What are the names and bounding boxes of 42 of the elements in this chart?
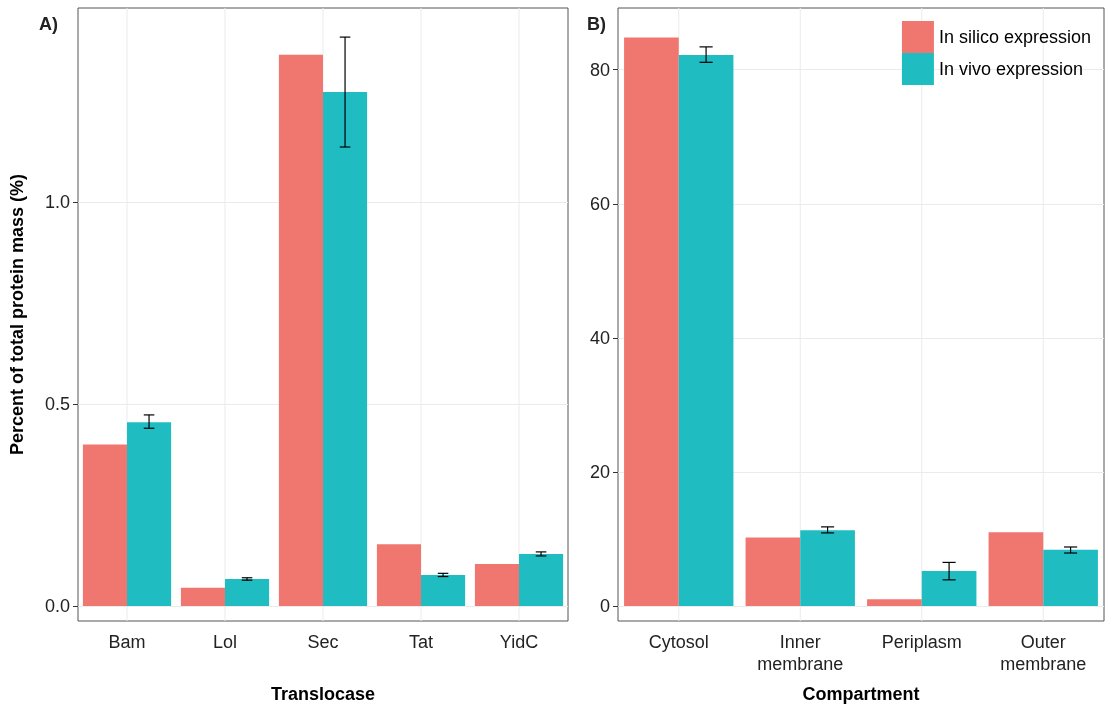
x-tick-label: Outer membrane — [1000, 632, 1087, 674]
y-tick-label: 20 — [589, 461, 610, 482]
bar — [800, 530, 855, 606]
y-tick-label: 60 — [589, 193, 610, 214]
y-tick-label: 80 — [589, 59, 610, 80]
bar — [867, 599, 922, 606]
y-tick-label: 1.0 — [44, 191, 70, 212]
bar — [988, 532, 1044, 606]
bar — [474, 564, 519, 607]
bar — [82, 444, 127, 607]
bar — [278, 54, 323, 607]
y-axis-title: Percent of total protein mass (%) — [7, 173, 27, 456]
bar — [921, 571, 977, 606]
legend-label: In vivo expression — [938, 59, 1084, 79]
x-axis-title: Compartment — [802, 684, 920, 704]
bar — [376, 544, 421, 607]
bar — [225, 578, 270, 607]
bar — [745, 537, 801, 606]
x-axis-title: Translocase — [270, 684, 376, 704]
x-tick-label: Periplasm — [881, 632, 962, 652]
bar — [180, 587, 225, 607]
bar — [519, 553, 564, 607]
bar — [421, 574, 466, 607]
y-tick-label: 0.0 — [44, 596, 70, 617]
x-tick-label: Bam — [108, 632, 146, 652]
y-tick-label: 0 — [599, 595, 610, 616]
chart-title: B) — [587, 14, 606, 34]
x-tick-label: Lol — [212, 632, 238, 652]
y-tick-label: 0.5 — [44, 394, 70, 415]
x-tick-label: Tat — [408, 632, 434, 652]
x-tick-label: YidC — [499, 632, 539, 652]
y-tick-label: 40 — [589, 327, 610, 348]
x-tick-label: Inner membrane — [757, 632, 844, 674]
bar — [127, 422, 172, 607]
bar — [323, 92, 368, 607]
chart-title: A) — [39, 14, 58, 34]
bar — [1043, 549, 1098, 606]
x-tick-label: Sec — [307, 632, 339, 652]
bar — [678, 54, 734, 606]
x-tick-label: Cytosol — [648, 632, 709, 652]
legend-label: In silico expression — [938, 27, 1092, 47]
bar — [624, 37, 679, 606]
